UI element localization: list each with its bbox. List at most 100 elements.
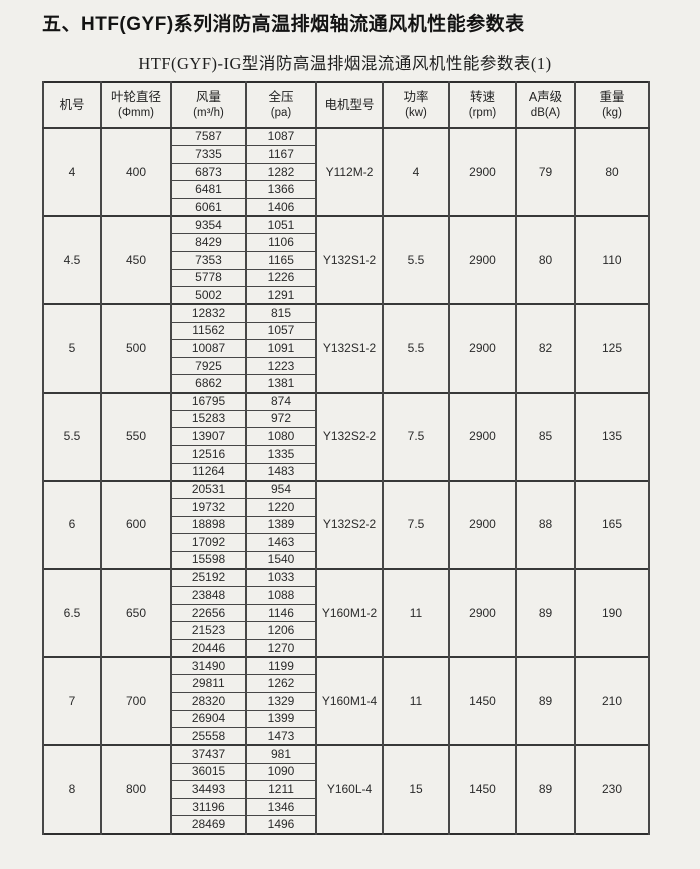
total-pressure-cell: 1165: [245, 250, 317, 270]
total-pressure-cell: 1540: [245, 550, 317, 570]
table-row: 4.5 450 9354 1051 Y132S1-2 5.5 2900 80 110: [42, 215, 650, 305]
impeller-diameter-cell: 700: [100, 656, 172, 746]
total-pressure-cell: 1223: [245, 356, 317, 376]
machine-no-cell: 7: [42, 656, 102, 746]
air-volume-cell: 20531: [170, 479, 247, 499]
col-header-label: 机号: [59, 97, 85, 112]
table-row: 15598 1540: [43, 550, 649, 570]
table-row: 5.5 550 16795 874 Y132S2-2 7.5 2900 85 135: [42, 391, 650, 482]
impeller-diameter-cell: 800: [100, 744, 172, 835]
noise-level-cell: 80: [515, 215, 576, 305]
air-volume-cell: 25558: [170, 727, 247, 746]
air-volume-cell: 29811: [170, 674, 247, 693]
col-header-label: 风量: [195, 89, 221, 104]
table-row: 8429 1106: [43, 233, 649, 252]
motor-model-cell: Y160M1-2: [315, 568, 384, 658]
impeller-diameter-cell: 550: [100, 391, 172, 482]
speed-cell: 1450: [448, 656, 517, 746]
col-header-machine-no: 机号: [42, 81, 102, 129]
table-row: 25558 1473: [43, 727, 649, 746]
page-title: 五、HTF(GYF)系列消防高温排烟轴流通风机性能参数表: [42, 14, 525, 35]
air-volume-cell: 6481: [170, 180, 247, 200]
col-header-unit: (kw): [405, 106, 427, 119]
machine-no-cell: 5: [42, 303, 102, 394]
air-volume-cell: 6862: [170, 374, 247, 394]
total-pressure-cell: 874: [245, 391, 317, 411]
col-header-noise-level: A声级 dB(A): [515, 81, 576, 129]
machine-no-cell: 5.5: [42, 391, 102, 482]
air-volume-cell: 17092: [170, 533, 247, 552]
power-cell: 11: [382, 568, 450, 658]
speed-cell: 1450: [448, 744, 517, 835]
air-volume-cell: 15283: [170, 409, 247, 429]
air-volume-cell: 12516: [170, 445, 247, 464]
power-cell: 5.5: [382, 215, 450, 305]
table-row: 5002 1291: [43, 286, 649, 305]
table-row: 6481 1366: [43, 180, 649, 200]
total-pressure-cell: 1106: [245, 233, 317, 252]
weight-cell: 230: [574, 744, 650, 835]
total-pressure-cell: 1033: [245, 568, 317, 588]
total-pressure-cell: 1496: [245, 815, 317, 835]
table-row: 6.5 650 25192 1033 Y160M1-2 11 2900 89 190: [42, 568, 650, 658]
col-header-impeller-diameter: 叶轮直径 (Φmm): [100, 81, 172, 129]
col-header-label: 转速: [469, 89, 495, 104]
noise-level-cell: 89: [515, 656, 576, 746]
power-cell: 15: [382, 744, 450, 835]
speed-cell: 2900: [448, 391, 517, 482]
table-body: 4 400 7587 1087 Y112M-2 4 2900 79 80 7335 1167 6873…: [42, 126, 650, 835]
speed-cell: 2900: [448, 568, 517, 658]
total-pressure-cell: 1366: [245, 180, 317, 200]
total-pressure-cell: 1206: [245, 621, 317, 641]
total-pressure-cell: 1262: [245, 674, 317, 693]
col-header-label: 电机型号: [324, 97, 375, 112]
table-row: 29811 1262: [43, 674, 649, 693]
total-pressure-cell: 1282: [245, 162, 317, 182]
table-row: 21523 1206: [43, 621, 649, 641]
weight-cell: 165: [574, 479, 650, 570]
air-volume-cell: 37437: [170, 744, 247, 764]
total-pressure-cell: 1090: [245, 762, 317, 782]
col-header-unit: (pa): [270, 106, 292, 119]
total-pressure-cell: 1406: [245, 198, 317, 217]
motor-model-cell: Y132S1-2: [315, 303, 384, 394]
power-cell: 7.5: [382, 391, 450, 482]
weight-cell: 135: [574, 391, 650, 482]
table-row: 6 600 20531 954 Y132S2-2 7.5 2900 88 165: [42, 479, 650, 570]
weight-cell: 125: [574, 303, 650, 394]
air-volume-cell: 11264: [170, 462, 247, 482]
air-volume-cell: 9354: [170, 215, 247, 235]
impeller-diameter-cell: 450: [100, 215, 172, 305]
machine-no-cell: 4.5: [42, 215, 102, 305]
motor-model-cell: Y132S1-2: [315, 215, 384, 305]
table-row: 5 500 12832 815 Y132S1-2 5.5 2900 82 125: [42, 303, 650, 394]
air-volume-cell: 31490: [170, 656, 247, 676]
col-header-unit: (rpm): [468, 106, 497, 119]
noise-level-cell: 89: [515, 568, 576, 658]
power-cell: 4: [382, 126, 450, 217]
table-row: 11562 1057: [43, 321, 649, 341]
impeller-diameter-cell: 500: [100, 303, 172, 394]
air-volume-cell: 13907: [170, 427, 247, 447]
impeller-diameter-cell: 600: [100, 479, 172, 570]
total-pressure-cell: 954: [245, 479, 317, 499]
machine-no-cell: 6.5: [42, 568, 102, 658]
motor-model-cell: Y132S2-2: [315, 479, 384, 570]
total-pressure-cell: 1226: [245, 268, 317, 288]
table-row: 19732 1220: [43, 497, 649, 517]
col-header-total-pressure: 全压 (pa): [245, 81, 317, 129]
speed-cell: 2900: [448, 479, 517, 570]
col-header-motor-model: 电机型号: [315, 81, 384, 129]
performance-table: 机号 叶轮直径 (Φmm) 风量 (m³/h) 全压 (pa) 电机型号: [42, 81, 650, 835]
air-volume-cell: 15598: [170, 550, 247, 570]
col-header-label: 重量: [599, 89, 625, 104]
total-pressure-cell: 1346: [245, 797, 317, 817]
speed-cell: 2900: [448, 126, 517, 217]
air-volume-cell: 5002: [170, 286, 247, 305]
col-header-label: 功率: [403, 89, 429, 104]
air-volume-cell: 19732: [170, 497, 247, 517]
air-volume-cell: 6873: [170, 162, 247, 182]
total-pressure-cell: 1087: [245, 127, 317, 147]
air-volume-cell: 7335: [170, 145, 247, 164]
